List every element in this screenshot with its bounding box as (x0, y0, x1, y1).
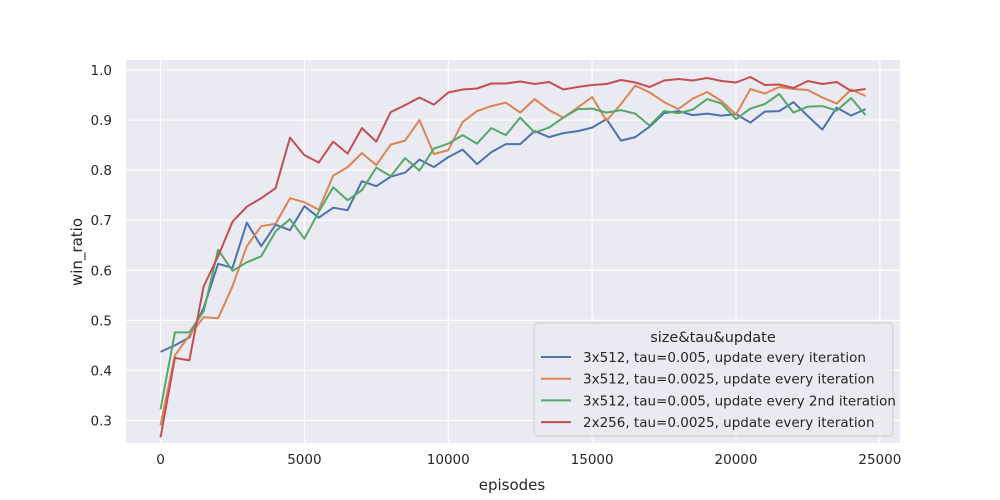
legend-label: 3x512, tau=0.005, update every 2nd itera… (583, 393, 896, 409)
series-line-1 (160, 101, 866, 353)
series-line-2 (159, 84, 866, 426)
x-tick-label: 10000 (427, 452, 470, 468)
y-tick-label: 0.7 (91, 213, 112, 229)
series-line-3 (159, 93, 867, 410)
legend-label: 3x512, tau=0.005, update every iteration (583, 350, 866, 366)
legend-title: size&tau&update (650, 330, 776, 346)
series-lines (159, 76, 867, 438)
y-tick-label: 0.4 (91, 363, 112, 379)
x-tick-label: 0 (156, 452, 165, 468)
y-tick-label: 0.9 (91, 113, 112, 129)
y-axis-label: win_ratio (68, 218, 87, 286)
y-tick-label: 0.3 (91, 413, 112, 429)
x-tick-label: 5000 (287, 452, 321, 468)
legend-items: 3x512, tau=0.005, update every iteration… (541, 350, 896, 431)
x-axis-label: episodes (479, 476, 546, 494)
y-tick-labels: 0.3 0.4 0.5 0.6 0.7 0.8 0.9 1.0 (91, 63, 112, 429)
legend-label: 2x256, tau=0.0025, update every iteratio… (583, 415, 875, 431)
y-tick-label: 1.0 (91, 63, 112, 79)
x-tick-label: 20000 (715, 452, 758, 468)
x-tick-label: 25000 (858, 452, 901, 468)
legend-item: 3x512, tau=0.005, update every 2nd itera… (541, 393, 896, 409)
y-tick-label: 0.6 (91, 263, 112, 279)
series-line-4 (159, 76, 866, 438)
legend-item: 2x256, tau=0.0025, update every iteratio… (541, 415, 875, 431)
legend: size&tau&update 3x512, tau=0.005, update… (533, 322, 896, 437)
x-tick-labels: 0 5000 10000 15000 20000 25000 (156, 452, 901, 468)
y-tick-label: 0.8 (91, 163, 112, 179)
legend-box (533, 322, 894, 437)
legend-item: 3x512, tau=0.0025, update every iteratio… (541, 372, 875, 388)
y-tick-label: 0.5 (91, 313, 112, 329)
legend-item: 3x512, tau=0.005, update every iteration (541, 350, 866, 366)
legend-label: 3x512, tau=0.0025, update every iteratio… (583, 372, 875, 388)
x-tick-label: 15000 (571, 452, 614, 468)
